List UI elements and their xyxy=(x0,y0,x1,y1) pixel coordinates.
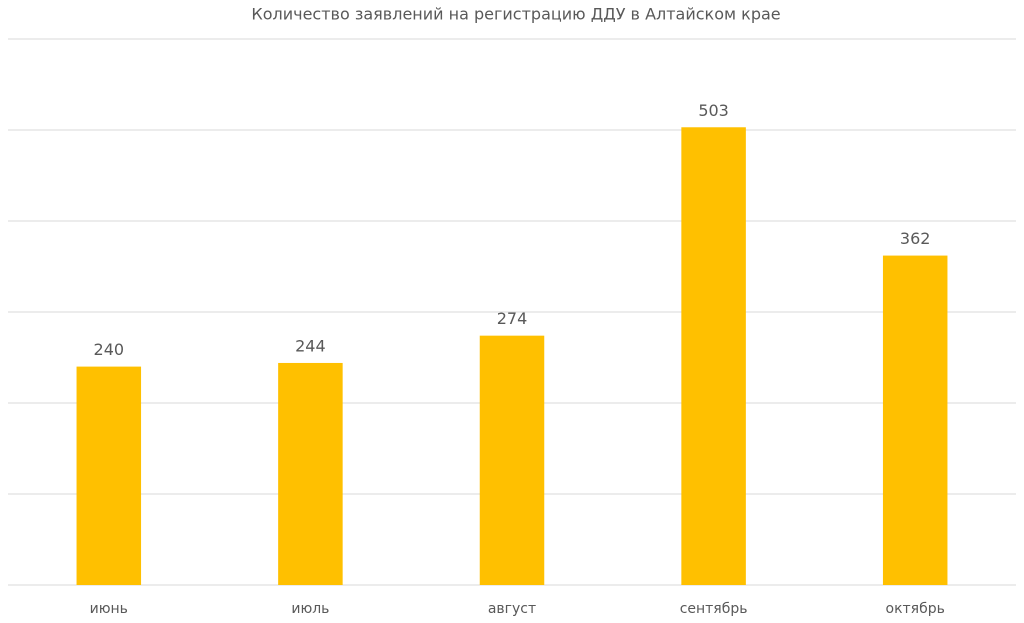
data-label: 362 xyxy=(900,229,931,248)
bar xyxy=(479,335,545,585)
x-tick-label: октябрь xyxy=(886,601,945,617)
data-label: 503 xyxy=(698,101,729,120)
bar xyxy=(278,362,343,585)
x-tick-label: сентябрь xyxy=(680,601,748,617)
bar xyxy=(681,127,746,586)
bar xyxy=(882,255,948,585)
chart-title: Количество заявлений на регистрацию ДДУ … xyxy=(251,5,780,24)
x-tick-label: июль xyxy=(291,601,329,617)
x-tick-label: июнь xyxy=(90,601,128,617)
x-tick-label: август xyxy=(488,601,536,617)
data-label: 240 xyxy=(94,340,125,359)
data-label: 244 xyxy=(295,336,326,355)
data-label: 274 xyxy=(497,309,528,328)
bar xyxy=(76,366,142,585)
